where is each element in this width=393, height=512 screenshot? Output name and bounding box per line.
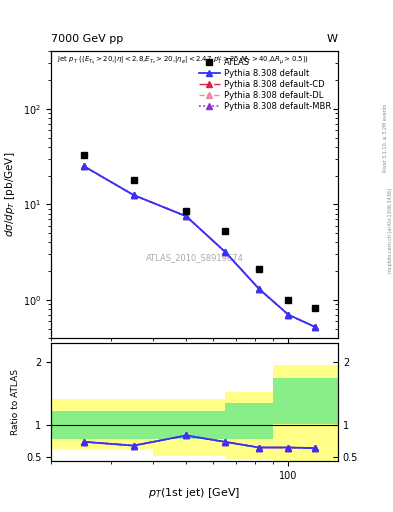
Legend: ATLAS, Pythia 8.308 default, Pythia 8.308 default-CD, Pythia 8.308 default-DL, P: ATLAS, Pythia 8.308 default, Pythia 8.30… [196,55,334,114]
Text: W: W [327,34,338,44]
ATLAS [184,208,189,214]
Pythia 8.308 default-DL [286,312,291,318]
Pythia 8.308 default-MBR [257,286,261,292]
Text: ATLAS_2010_S8919674: ATLAS_2010_S8919674 [145,253,244,262]
Pythia 8.308 default-MBR [82,163,86,169]
Pythia 8.308 default [313,324,318,330]
ATLAS [313,305,318,311]
Pythia 8.308 default [82,163,86,169]
Pythia 8.308 default-DL [131,192,136,198]
Pythia 8.308 default-CD [257,286,261,292]
Line: Pythia 8.308 default-DL: Pythia 8.308 default-DL [81,163,318,330]
Y-axis label: Ratio to ATLAS: Ratio to ATLAS [11,369,20,435]
ATLAS [222,228,227,234]
Pythia 8.308 default-MBR [184,213,189,219]
Y-axis label: $d\sigma/dp_T$ [pb/GeV]: $d\sigma/dp_T$ [pb/GeV] [4,152,17,237]
ATLAS [257,266,261,272]
Pythia 8.308 default-DL [222,248,227,254]
Pythia 8.308 default-CD [222,248,227,254]
Line: Pythia 8.308 default: Pythia 8.308 default [81,163,318,330]
X-axis label: $p_T$(1st jet) [GeV]: $p_T$(1st jet) [GeV] [149,486,241,500]
Pythia 8.308 default [131,192,136,198]
ATLAS [286,297,291,303]
Text: mcplots.cern.ch [arXiv:1306.3436]: mcplots.cern.ch [arXiv:1306.3436] [388,188,393,273]
Text: Jet $p_T$ (($E_{T_\eta}$$>$20,$|\eta|$$<$2.8,$E_{T_e}$$>$20,$|\eta_e|$$<$2.47,$p: Jet $p_T$ (($E_{T_\eta}$$>$20,$|\eta|$$<… [57,54,309,68]
Pythia 8.308 default-MBR [313,324,318,330]
Line: Pythia 8.308 default-CD: Pythia 8.308 default-CD [81,163,318,330]
Pythia 8.308 default-MBR [131,192,136,198]
Pythia 8.308 default-CD [184,213,189,219]
Pythia 8.308 default-DL [82,163,86,169]
Pythia 8.308 default [257,286,261,292]
Text: Rivet 3.1.10, ≥ 3.2M events: Rivet 3.1.10, ≥ 3.2M events [383,104,388,173]
Pythia 8.308 default-MBR [286,312,291,318]
Pythia 8.308 default [286,312,291,318]
Pythia 8.308 default-CD [286,312,291,318]
ATLAS [131,177,136,183]
Pythia 8.308 default-CD [82,163,86,169]
Pythia 8.308 default-MBR [222,248,227,254]
Pythia 8.308 default-CD [313,324,318,330]
Text: 7000 GeV pp: 7000 GeV pp [51,34,123,44]
Line: Pythia 8.308 default-MBR: Pythia 8.308 default-MBR [81,163,318,330]
ATLAS [82,152,86,158]
Pythia 8.308 default-CD [131,192,136,198]
Pythia 8.308 default-DL [313,324,318,330]
Pythia 8.308 default [222,248,227,254]
Pythia 8.308 default-DL [257,286,261,292]
Pythia 8.308 default [184,213,189,219]
Pythia 8.308 default-DL [184,213,189,219]
Line: ATLAS: ATLAS [81,151,319,312]
